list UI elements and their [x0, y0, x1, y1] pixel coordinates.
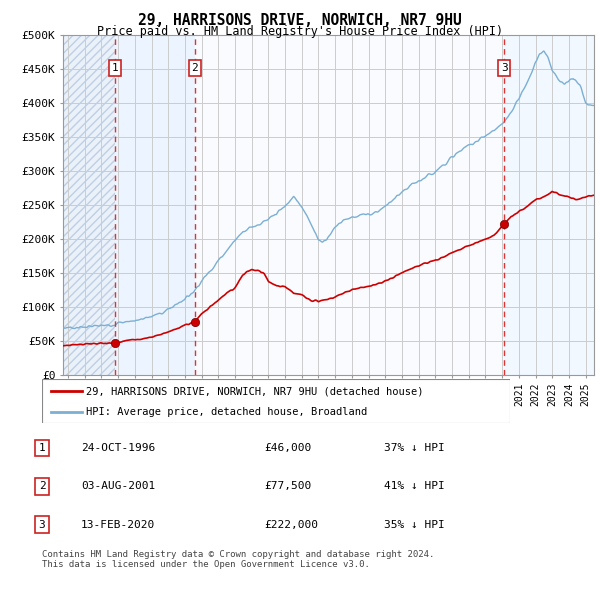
Bar: [63, 35, 115, 375]
Text: Contains HM Land Registry data © Crown copyright and database right 2024.
This d: Contains HM Land Registry data © Crown c…: [42, 550, 434, 569]
Text: 3: 3: [501, 63, 508, 73]
Text: 2: 2: [38, 481, 46, 491]
Bar: [115, 35, 195, 375]
Bar: [504, 35, 594, 375]
Text: £77,500: £77,500: [264, 481, 311, 491]
Text: 41% ↓ HPI: 41% ↓ HPI: [384, 481, 445, 491]
Bar: [195, 35, 504, 375]
Text: 3: 3: [38, 520, 46, 530]
Text: 24-OCT-1996: 24-OCT-1996: [81, 443, 155, 453]
Text: 37% ↓ HPI: 37% ↓ HPI: [384, 443, 445, 453]
FancyBboxPatch shape: [42, 379, 510, 423]
Text: £46,000: £46,000: [264, 443, 311, 453]
Text: 29, HARRISONS DRIVE, NORWICH, NR7 9HU (detached house): 29, HARRISONS DRIVE, NORWICH, NR7 9HU (d…: [86, 386, 424, 396]
Text: 29, HARRISONS DRIVE, NORWICH, NR7 9HU: 29, HARRISONS DRIVE, NORWICH, NR7 9HU: [138, 13, 462, 28]
Text: 2: 2: [191, 63, 198, 73]
Text: 13-FEB-2020: 13-FEB-2020: [81, 520, 155, 530]
Text: £222,000: £222,000: [264, 520, 318, 530]
Text: Price paid vs. HM Land Registry's House Price Index (HPI): Price paid vs. HM Land Registry's House …: [97, 25, 503, 38]
Text: HPI: Average price, detached house, Broadland: HPI: Average price, detached house, Broa…: [86, 407, 368, 417]
Text: 1: 1: [38, 443, 46, 453]
Text: 03-AUG-2001: 03-AUG-2001: [81, 481, 155, 491]
Text: 1: 1: [112, 63, 118, 73]
Text: 35% ↓ HPI: 35% ↓ HPI: [384, 520, 445, 530]
